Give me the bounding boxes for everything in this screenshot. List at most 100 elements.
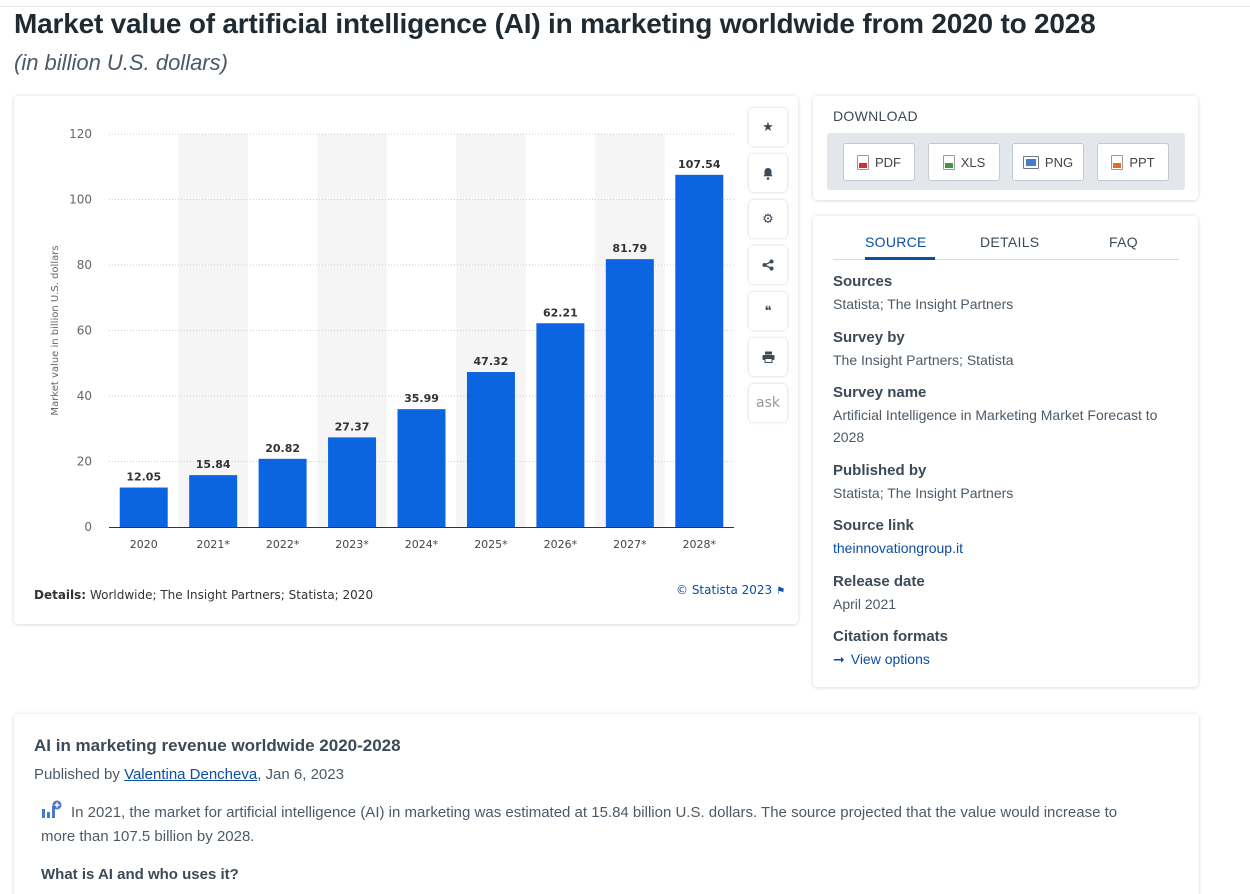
insight-chart-icon	[41, 800, 63, 820]
ppt-file-icon	[1111, 154, 1124, 170]
x-tick-label: 2021*	[196, 538, 230, 551]
print-icon[interactable]	[749, 338, 787, 376]
source-link-label: Source link	[833, 517, 914, 534]
bell-icon[interactable]	[749, 154, 787, 192]
view-options-text[interactable]: View options	[850, 651, 930, 667]
survey-name-value: Artificial Intelligence in Marketing Mar…	[833, 407, 1158, 445]
pdf-file-icon	[857, 154, 869, 170]
x-tick-label: 2022*	[266, 538, 300, 551]
xls-file-icon	[942, 154, 955, 170]
source-card: SOURCE DETAILS FAQ Sources Statista; The…	[813, 216, 1198, 687]
page-subtitle: (in billion U.S. dollars)	[14, 50, 228, 75]
x-tick-label: 2028*	[683, 538, 717, 551]
chart-card: 0 20 40 60 80 100 120 Market value in billion U…	[14, 96, 798, 624]
bar	[328, 437, 377, 527]
ask-icon[interactable]: ask	[749, 384, 787, 422]
release-date-section: Release date April 2021	[833, 573, 925, 615]
data-label: 62.21	[543, 306, 578, 319]
top-divider	[0, 6, 1250, 7]
data-label: 107.54	[678, 158, 721, 171]
bar	[536, 323, 585, 527]
survey-by-section: Survey by The Insight Partners; Statista	[833, 329, 1014, 371]
png-file-icon	[1022, 155, 1039, 169]
download-bar: PDF XLS PNG PPT	[827, 133, 1185, 190]
source-link-section: Source link theinnovationgroup.it	[833, 517, 963, 559]
copyright-text[interactable]: © Statista 2023	[676, 583, 773, 597]
y-tick-label: 20	[77, 455, 92, 469]
download-ppt-button[interactable]: PPT	[1097, 143, 1169, 181]
data-label: 15.84	[196, 458, 231, 471]
download-title: DOWNLOAD	[833, 108, 918, 124]
y-tick-label: 80	[77, 258, 92, 272]
survey-name-section: Survey name Artificial Intelligence in M…	[833, 384, 1178, 448]
tab-source[interactable]: SOURCE	[865, 234, 927, 250]
bar	[258, 458, 307, 527]
data-label: 35.99	[404, 392, 439, 405]
source-tabs: SOURCE DETAILS FAQ	[833, 234, 1179, 260]
citation-label: Citation formats	[833, 628, 949, 645]
author-link[interactable]: Valentina Dencheva	[124, 766, 258, 783]
article-title: AI in marketing revenue worldwide 2020-2…	[34, 736, 401, 755]
bar	[605, 259, 654, 527]
bar	[397, 409, 446, 527]
data-label: 81.79	[612, 242, 647, 255]
pdf-label: PDF	[875, 154, 901, 170]
flag-icon: ⚑	[776, 586, 786, 597]
sources-label: Sources	[833, 273, 893, 290]
x-tick-label: 2025*	[474, 538, 508, 551]
star-icon[interactable]: ★	[749, 108, 787, 146]
release-date-label: Release date	[833, 573, 925, 590]
release-date-value: April 2021	[833, 596, 897, 612]
article-subheading: What is AI and who uses it?	[41, 866, 239, 883]
published-by-value: Statista; The Insight Partners	[833, 485, 1014, 501]
article-date: , Jan 6, 2023	[257, 766, 344, 783]
bar	[119, 487, 168, 527]
details-label: Details:	[34, 588, 87, 602]
download-png-button[interactable]: PNG	[1012, 143, 1084, 181]
source-link[interactable]: theinnovationgroup.it	[833, 540, 963, 556]
article-body: In 2021, the market for artificial intel…	[41, 800, 1141, 849]
x-tick-label: 2024*	[405, 538, 439, 551]
y-tick-label: 120	[69, 127, 92, 141]
ppt-label: PPT	[1129, 154, 1155, 170]
xls-label: XLS	[960, 154, 986, 170]
data-label: 27.37	[335, 420, 370, 433]
y-axis-title: Market value in billion U.S. dollars	[50, 245, 61, 415]
tab-faq[interactable]: FAQ	[1109, 234, 1138, 250]
survey-by-value: The Insight Partners; Statista	[833, 352, 1014, 368]
article-body-text: In 2021, the market for artificial intel…	[41, 804, 1118, 845]
bar-chart: 0 20 40 60 80 100 120 Market value in billion U…	[50, 127, 734, 551]
download-xls-button[interactable]: XLS	[928, 143, 1000, 181]
data-label: 12.05	[126, 471, 161, 484]
arrow-right-icon: ➞	[833, 651, 845, 667]
sources-section: Sources Statista; The Insight Partners	[833, 273, 1013, 315]
download-pdf-button[interactable]: PDF	[843, 143, 915, 181]
bar	[466, 372, 515, 527]
y-tick-label: 100	[69, 193, 92, 207]
survey-name-label: Survey name	[833, 384, 927, 401]
published-by-section: Published by Statista; The Insight Partn…	[833, 462, 1013, 504]
survey-by-label: Survey by	[833, 329, 905, 346]
article-card: AI in marketing revenue worldwide 2020-2…	[14, 714, 1199, 894]
active-tab-indicator	[865, 257, 935, 260]
y-tick-label: 40	[77, 389, 92, 403]
article-meta: Published by Valentina Dencheva, Jan 6, …	[34, 766, 344, 783]
data-label: 20.82	[265, 442, 300, 455]
x-tick-label: 2023*	[335, 538, 369, 551]
tab-details[interactable]: DETAILS	[980, 234, 1040, 250]
y-tick-label: 0	[84, 520, 92, 534]
quote-icon[interactable]: ❝	[749, 292, 787, 330]
data-label: 47.32	[474, 355, 509, 368]
gear-icon[interactable]: ⚙	[749, 200, 787, 238]
bar	[189, 475, 238, 527]
y-tick-label: 60	[77, 324, 92, 338]
view-options-link[interactable]: ➞ View options	[833, 648, 948, 670]
statista-copyright[interactable]: © Statista 2023 ⚑	[676, 583, 785, 597]
citation-section: Citation formats ➞ View options	[833, 628, 948, 670]
published-prefix: Published by	[34, 766, 125, 783]
sources-value: Statista; The Insight Partners	[833, 296, 1014, 312]
chart-toolbar: ★ ⚙ ❝ ask	[749, 108, 789, 430]
x-tick-label: 2026*	[544, 538, 578, 551]
png-label: PNG	[1044, 154, 1074, 170]
share-icon[interactable]	[749, 246, 787, 284]
